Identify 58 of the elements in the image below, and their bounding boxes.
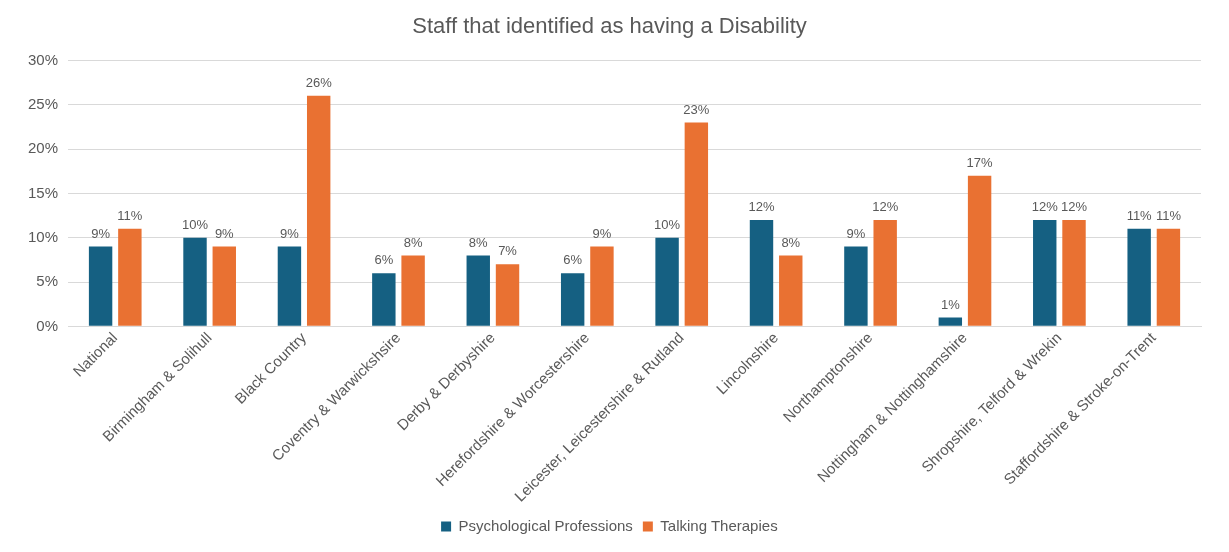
bar bbox=[401, 255, 425, 326]
bar bbox=[1127, 228, 1151, 326]
bar bbox=[118, 228, 142, 326]
y-tick-label: 25% bbox=[27, 94, 59, 112]
data-label: 8% bbox=[403, 234, 423, 250]
data-label: 9% bbox=[280, 225, 300, 241]
y-tick-label: 10% bbox=[27, 227, 59, 245]
data-label: 12% bbox=[748, 199, 775, 215]
data-label: 11% bbox=[1126, 207, 1153, 223]
bar bbox=[844, 246, 868, 326]
data-label: 12% bbox=[1031, 199, 1059, 215]
bar bbox=[1156, 228, 1181, 326]
data-label: 8% bbox=[468, 234, 489, 250]
y-tick-label: 15% bbox=[27, 183, 59, 201]
data-label: 12% bbox=[872, 199, 899, 215]
data-label: 6% bbox=[374, 252, 394, 268]
bar bbox=[560, 273, 585, 326]
bar bbox=[590, 246, 614, 326]
bar bbox=[938, 317, 963, 326]
bar bbox=[655, 237, 679, 326]
bar bbox=[466, 255, 490, 326]
data-label: 8% bbox=[781, 234, 801, 250]
data-label: 1% bbox=[940, 296, 961, 312]
y-tick-label: 30% bbox=[27, 50, 59, 68]
bar bbox=[967, 175, 992, 326]
y-tick-label: 5% bbox=[36, 272, 59, 290]
data-label: 11% bbox=[117, 207, 143, 223]
chart-title: Staff that identified as having a Disability bbox=[412, 13, 807, 39]
bar bbox=[212, 246, 236, 326]
data-label: 9% bbox=[214, 225, 235, 241]
bar bbox=[495, 264, 520, 326]
bar bbox=[306, 95, 331, 326]
bar bbox=[372, 273, 396, 326]
data-label: 6% bbox=[563, 252, 583, 268]
bar bbox=[1062, 219, 1086, 326]
bar bbox=[183, 237, 207, 326]
bar bbox=[277, 246, 302, 326]
data-label: 9% bbox=[592, 225, 612, 241]
legend-label: Psychological Professions bbox=[458, 516, 633, 534]
bar bbox=[873, 219, 897, 326]
bar bbox=[779, 255, 803, 326]
data-label: 7% bbox=[498, 243, 518, 259]
data-label: 10% bbox=[181, 216, 209, 232]
bar bbox=[1033, 219, 1057, 326]
data-label: 17% bbox=[966, 154, 994, 170]
data-label: 10% bbox=[654, 216, 681, 232]
data-label: 12% bbox=[1061, 199, 1088, 215]
legend-label: Talking Therapies bbox=[660, 516, 778, 534]
y-tick-label: 20% bbox=[27, 139, 59, 157]
data-label: 9% bbox=[91, 225, 111, 241]
data-label: 23% bbox=[683, 101, 710, 117]
data-label: 11% bbox=[1155, 207, 1182, 223]
bar bbox=[88, 246, 113, 326]
bar bbox=[749, 219, 774, 326]
bar bbox=[684, 122, 709, 326]
data-label: 9% bbox=[846, 225, 866, 241]
data-label: 26% bbox=[305, 74, 333, 90]
y-tick-label: 0% bbox=[36, 316, 59, 334]
